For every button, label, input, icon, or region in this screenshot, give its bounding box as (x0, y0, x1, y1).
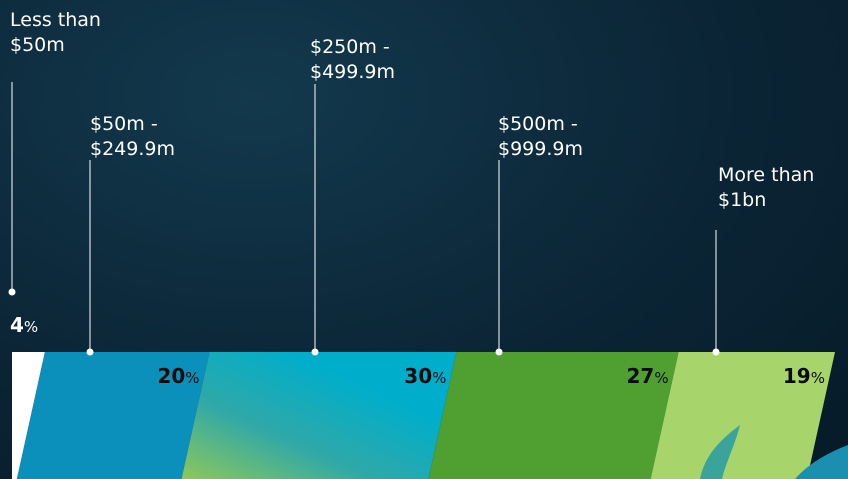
value-number: 27 (626, 364, 655, 388)
leader-dot (712, 348, 720, 356)
value-unit: % (654, 369, 669, 387)
value-number: 19 (782, 364, 811, 388)
value-label: 4% (10, 313, 38, 337)
category-label: $50m - $249.9m (90, 113, 175, 160)
value-number: 20 (157, 364, 186, 388)
value-label: 27% (607, 364, 669, 388)
value-label: 19% (763, 364, 825, 388)
value-unit: % (23, 318, 39, 336)
leader-dot (311, 348, 319, 356)
value-label: 20% (138, 364, 200, 388)
value-label: 30% (384, 364, 446, 388)
value-number: 4 (10, 313, 24, 337)
bar-segment (181, 352, 457, 479)
category-label: $500m - $999.9m (498, 113, 583, 160)
category-label: More than $1bn (718, 164, 815, 211)
bar-segment (12, 352, 45, 479)
leader-dot (8, 288, 16, 296)
decoration (795, 445, 848, 479)
category-label: Less than $50m (10, 9, 101, 56)
decoration (700, 425, 740, 479)
value-unit: % (810, 369, 825, 387)
value-unit: % (432, 369, 447, 387)
leader-dot (86, 348, 94, 356)
bar-segment (16, 352, 210, 479)
category-label: $250m - $499.9m (310, 36, 395, 83)
value-unit: % (185, 369, 200, 387)
bar-segment (650, 352, 835, 479)
value-number: 30 (404, 364, 433, 388)
leader-dot (495, 348, 503, 356)
bar-segment (428, 352, 679, 479)
